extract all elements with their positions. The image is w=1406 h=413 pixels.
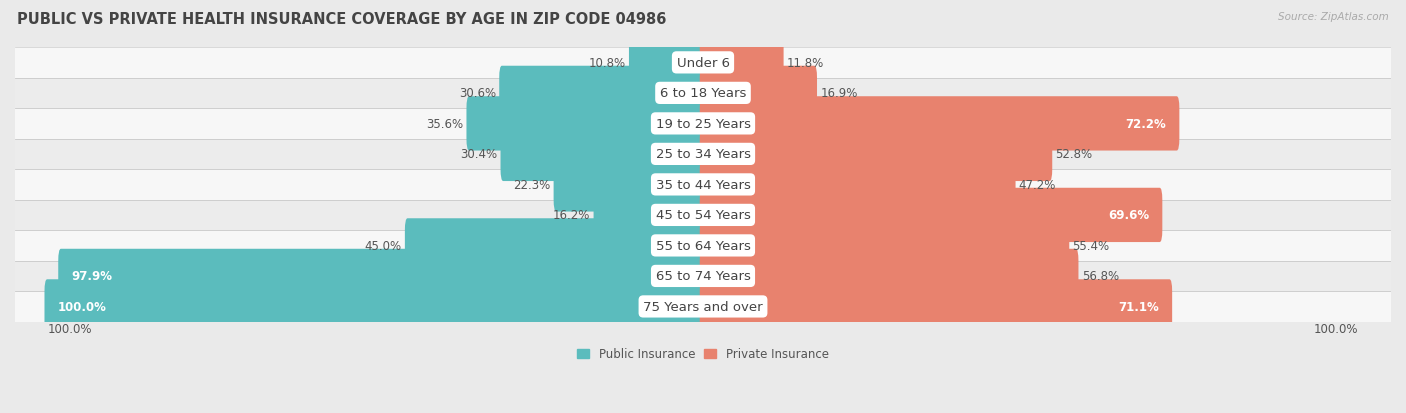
FancyBboxPatch shape — [405, 219, 706, 273]
FancyBboxPatch shape — [700, 188, 1163, 242]
Text: 97.9%: 97.9% — [72, 270, 112, 283]
FancyBboxPatch shape — [499, 66, 706, 121]
FancyBboxPatch shape — [628, 36, 706, 90]
Text: 52.8%: 52.8% — [1056, 148, 1092, 161]
Text: 22.3%: 22.3% — [513, 178, 550, 192]
FancyBboxPatch shape — [700, 280, 1173, 334]
Text: 19 to 25 Years: 19 to 25 Years — [655, 118, 751, 131]
Text: 71.1%: 71.1% — [1118, 300, 1159, 313]
FancyBboxPatch shape — [45, 280, 706, 334]
FancyBboxPatch shape — [467, 97, 706, 151]
Text: 56.8%: 56.8% — [1081, 270, 1119, 283]
Text: 35 to 44 Years: 35 to 44 Years — [655, 178, 751, 192]
Bar — [15, 48, 1391, 78]
Text: 100.0%: 100.0% — [1313, 322, 1358, 335]
Text: 45 to 54 Years: 45 to 54 Years — [655, 209, 751, 222]
Text: 45.0%: 45.0% — [364, 240, 402, 252]
Text: 16.9%: 16.9% — [820, 87, 858, 100]
Text: 55.4%: 55.4% — [1073, 240, 1109, 252]
Bar — [15, 200, 1391, 230]
Text: 55 to 64 Years: 55 to 64 Years — [655, 240, 751, 252]
Bar — [15, 170, 1391, 200]
Text: Under 6: Under 6 — [676, 57, 730, 70]
FancyBboxPatch shape — [700, 249, 1078, 303]
Bar — [15, 292, 1391, 322]
FancyBboxPatch shape — [593, 188, 706, 242]
FancyBboxPatch shape — [700, 66, 817, 121]
Legend: Public Insurance, Private Insurance: Public Insurance, Private Insurance — [572, 343, 834, 366]
Text: 25 to 34 Years: 25 to 34 Years — [655, 148, 751, 161]
FancyBboxPatch shape — [700, 36, 783, 90]
Bar — [15, 139, 1391, 170]
Text: PUBLIC VS PRIVATE HEALTH INSURANCE COVERAGE BY AGE IN ZIP CODE 04986: PUBLIC VS PRIVATE HEALTH INSURANCE COVER… — [17, 12, 666, 27]
Text: 47.2%: 47.2% — [1019, 178, 1056, 192]
FancyBboxPatch shape — [700, 219, 1070, 273]
Bar — [15, 230, 1391, 261]
FancyBboxPatch shape — [554, 158, 706, 212]
Text: 6 to 18 Years: 6 to 18 Years — [659, 87, 747, 100]
Text: 16.2%: 16.2% — [553, 209, 591, 222]
FancyBboxPatch shape — [700, 158, 1015, 212]
Text: 30.4%: 30.4% — [460, 148, 498, 161]
FancyBboxPatch shape — [58, 249, 706, 303]
Bar — [15, 261, 1391, 292]
Text: 30.6%: 30.6% — [458, 87, 496, 100]
Bar — [15, 78, 1391, 109]
FancyBboxPatch shape — [700, 128, 1052, 182]
FancyBboxPatch shape — [501, 128, 706, 182]
Text: 100.0%: 100.0% — [58, 300, 107, 313]
Text: 11.8%: 11.8% — [787, 57, 824, 70]
Text: 100.0%: 100.0% — [48, 322, 93, 335]
Text: 75 Years and over: 75 Years and over — [643, 300, 763, 313]
Text: 35.6%: 35.6% — [426, 118, 463, 131]
Text: 72.2%: 72.2% — [1126, 118, 1166, 131]
Bar — [15, 109, 1391, 139]
FancyBboxPatch shape — [700, 97, 1180, 151]
Text: 69.6%: 69.6% — [1108, 209, 1149, 222]
Text: Source: ZipAtlas.com: Source: ZipAtlas.com — [1278, 12, 1389, 22]
Text: 10.8%: 10.8% — [589, 57, 626, 70]
Text: 65 to 74 Years: 65 to 74 Years — [655, 270, 751, 283]
